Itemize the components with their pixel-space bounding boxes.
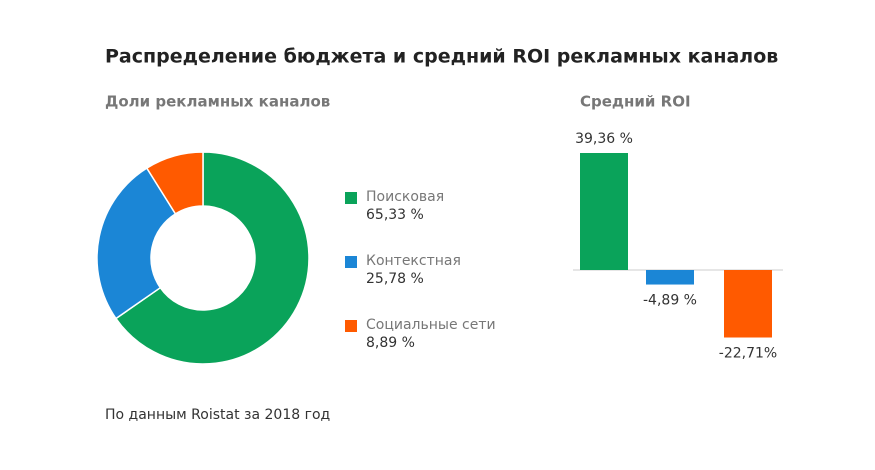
legend-label: Контекстная [366,253,461,269]
value-label: 25,78 % [366,271,424,287]
donut-segment [114,151,310,365]
value-label: 65,33 % [366,207,424,223]
legend-swatch [345,256,357,268]
legend-swatch [345,192,357,204]
bar-title: Средний ROI [580,93,691,111]
legend-swatch [345,320,357,332]
value-label: -22,71% [719,346,777,362]
value-label: 8,89 % [366,335,415,351]
source-note: По данным Roistat за 2018 год [105,407,330,423]
value-label: 39,36 % [575,131,633,147]
donut-segment [145,151,204,215]
bar [580,153,628,270]
bar [724,270,772,338]
legend-label: Поисковая [366,189,444,205]
legend-label: Социальные сети [366,317,496,333]
donut-segment [96,167,177,320]
donut-title: Доли рекламных каналов [105,93,330,111]
bar [646,270,694,285]
page-title: Распределение бюджета и средний ROI рекл… [105,46,778,68]
value-label: -4,89 % [643,293,697,309]
